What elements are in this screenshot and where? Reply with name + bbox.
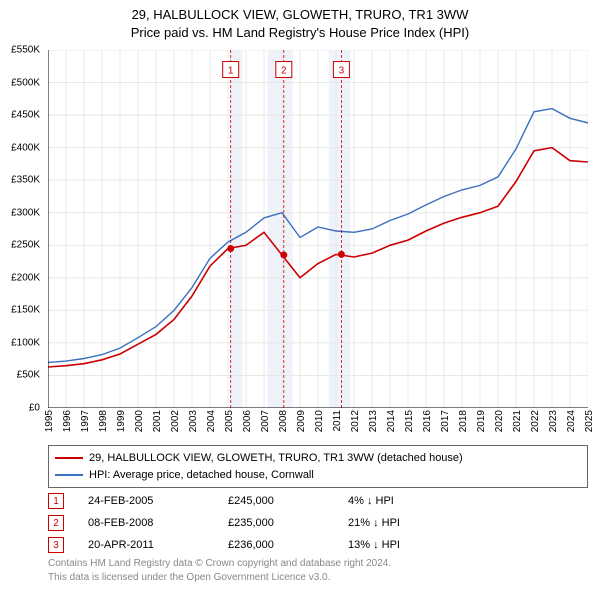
x-tick-label: 2000 [134,410,145,432]
y-tick-label: £400K [11,142,40,153]
x-tick-label: 1998 [98,410,109,432]
legend-label-hpi: HPI: Average price, detached house, Corn… [89,467,314,484]
y-tick-label: £200K [11,272,40,283]
x-tick-label: 2025 [584,410,595,432]
x-tick-label: 2021 [512,410,523,432]
x-tick-label: 2023 [548,410,559,432]
sale-marker-box: 3 [48,537,64,553]
y-tick-label: £350K [11,175,40,186]
y-tick-label: £100K [11,337,40,348]
x-tick-label: 1997 [80,410,91,432]
sale-row: 1 24-FEB-2005£245,0004% ↓ HPI [48,490,588,512]
sale-date: 20-APR-2011 [88,539,228,551]
y-tick-label: £300K [11,207,40,218]
chart-svg: 1 2 3 [48,50,588,408]
x-tick-label: 2024 [566,410,577,432]
x-axis: 1995199619971998199920002001200220032004… [48,410,588,440]
sale-marker-box: 1 [48,493,64,509]
y-tick-label: £50K [17,370,40,381]
sales-table: 1 24-FEB-2005£245,0004% ↓ HPI 2 08-FEB-2008… [48,490,588,556]
sale-price: £235,000 [228,517,348,529]
sale-row: 3 20-APR-2011£236,00013% ↓ HPI [48,534,588,556]
legend-swatch-property [55,457,83,459]
attribution-line2: This data is licensed under the Open Gov… [48,571,391,585]
x-tick-label: 2002 [170,410,181,432]
x-tick-label: 2013 [368,410,379,432]
x-tick-label: 2019 [476,410,487,432]
legend-row-property: 29, HALBULLOCK VIEW, GLOWETH, TRURO, TR1… [55,450,581,467]
sale-hpi: 4% ↓ HPI [348,495,468,507]
legend-row-hpi: HPI: Average price, detached house, Corn… [55,467,581,484]
y-axis: £0£50K£100K£150K£200K£250K£300K£350K£400… [0,50,44,408]
x-tick-label: 2004 [206,410,217,432]
legend-swatch-hpi [55,474,83,476]
title-line1: 29, HALBULLOCK VIEW, GLOWETH, TRURO, TR1… [0,6,600,24]
x-tick-label: 2012 [350,410,361,432]
y-tick-label: £250K [11,240,40,251]
y-tick-label: £450K [11,110,40,121]
svg-text:1: 1 [228,66,234,77]
x-tick-label: 2014 [386,410,397,432]
attribution-line1: Contains HM Land Registry data © Crown c… [48,557,391,571]
sale-hpi: 13% ↓ HPI [348,539,468,551]
sale-price: £245,000 [228,495,348,507]
x-tick-label: 2015 [404,410,415,432]
title-line2: Price paid vs. HM Land Registry's House … [0,24,600,42]
x-tick-label: 2016 [422,410,433,432]
sale-date: 08-FEB-2008 [88,517,228,529]
attribution: Contains HM Land Registry data © Crown c… [48,557,391,584]
sale-date: 24-FEB-2005 [88,495,228,507]
x-tick-label: 2020 [494,410,505,432]
legend-label-property: 29, HALBULLOCK VIEW, GLOWETH, TRURO, TR1… [89,450,463,467]
y-tick-label: £150K [11,305,40,316]
x-tick-label: 1995 [44,410,55,432]
x-tick-label: 2017 [440,410,451,432]
svg-text:2: 2 [281,66,287,77]
x-tick-label: 2008 [278,410,289,432]
y-tick-label: £0 [29,403,40,414]
x-tick-label: 2010 [314,410,325,432]
sale-row: 2 08-FEB-2008£235,00021% ↓ HPI [48,512,588,534]
x-tick-label: 2005 [224,410,235,432]
svg-text:3: 3 [339,66,345,77]
y-tick-label: £500K [11,77,40,88]
x-tick-label: 2009 [296,410,307,432]
sale-marker-box: 2 [48,515,64,531]
x-tick-label: 2011 [332,410,343,432]
chart-area: 1 2 3 [48,50,588,408]
x-tick-label: 2006 [242,410,253,432]
x-tick-label: 2022 [530,410,541,432]
x-tick-label: 1999 [116,410,127,432]
sale-price: £236,000 [228,539,348,551]
title-block: 29, HALBULLOCK VIEW, GLOWETH, TRURO, TR1… [0,0,600,41]
x-tick-label: 1996 [62,410,73,432]
x-tick-label: 2007 [260,410,271,432]
x-tick-label: 2003 [188,410,199,432]
legend-box: 29, HALBULLOCK VIEW, GLOWETH, TRURO, TR1… [48,445,588,488]
x-tick-label: 2018 [458,410,469,432]
y-tick-label: £550K [11,45,40,56]
x-tick-label: 2001 [152,410,163,432]
chart-container: 29, HALBULLOCK VIEW, GLOWETH, TRURO, TR1… [0,0,600,590]
sale-hpi: 21% ↓ HPI [348,517,468,529]
